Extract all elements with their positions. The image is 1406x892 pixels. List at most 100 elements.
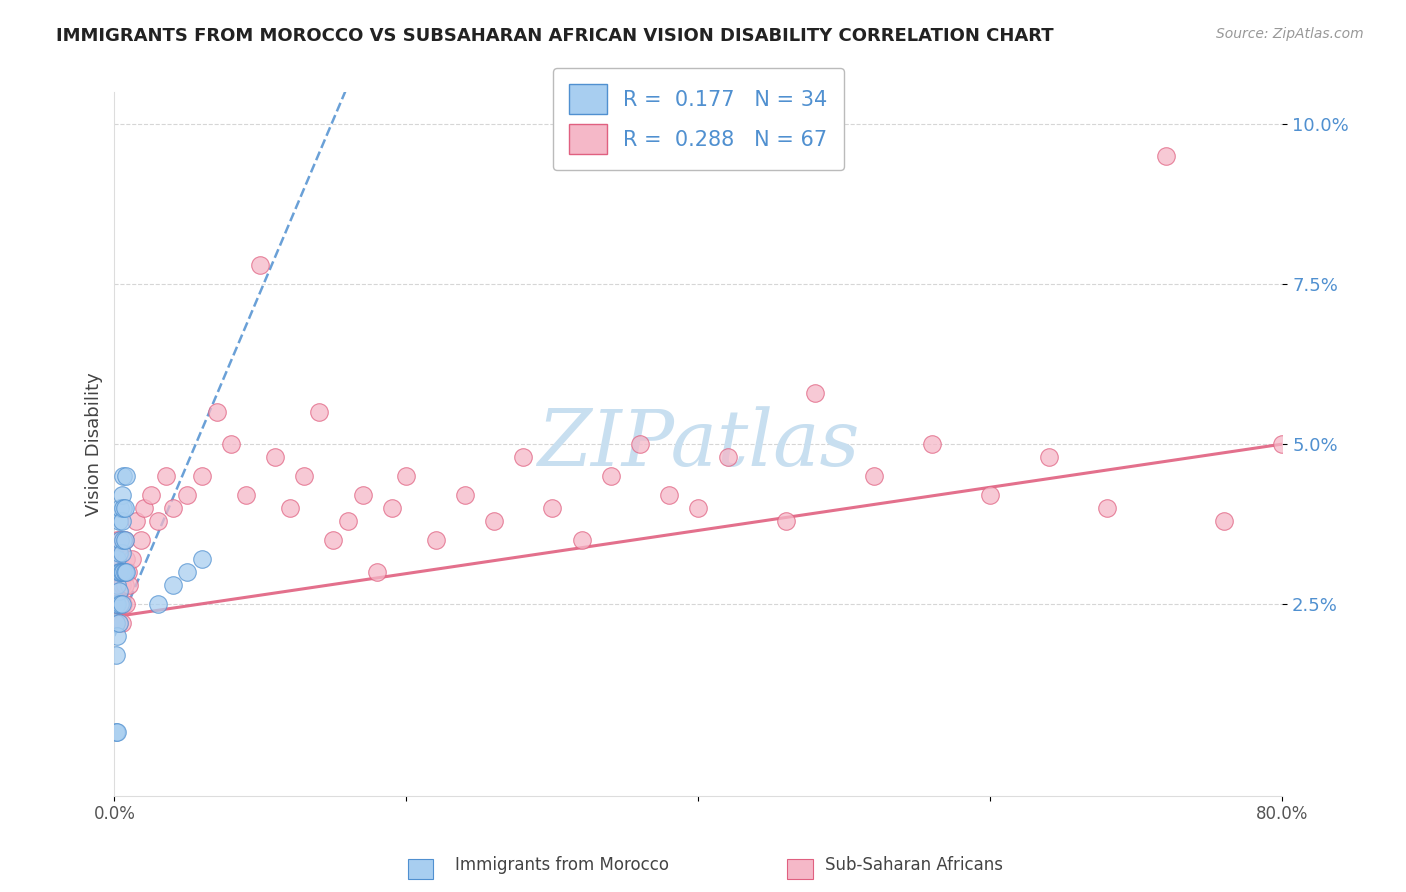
Point [979,488,1001,502]
Text: ZIPatlas: ZIPatlas [537,406,859,483]
Point [111,565,134,579]
Point [110,501,132,516]
Point [107,584,129,599]
Point [716,450,738,464]
Point [105,597,128,611]
Point [395,469,418,483]
Point [112,597,135,611]
Point [107,584,129,599]
Point [162,501,184,516]
Point [104,578,127,592]
Point [264,450,287,464]
Point [114,501,136,516]
Point [381,501,404,516]
Point [111,578,134,592]
Point [111,546,134,560]
Point [512,450,534,464]
Text: Immigrants from Morocco: Immigrants from Morocco [456,855,669,873]
Point [112,565,135,579]
Point [105,552,128,566]
Point [148,597,170,611]
Point [114,578,136,592]
Point [249,258,271,272]
Point [688,501,710,516]
Point [112,533,135,547]
Point [921,437,943,451]
Point [148,514,170,528]
Legend: R =  0.177   N = 34, R =  0.288   N = 67: R = 0.177 N = 34, R = 0.288 N = 67 [553,68,844,170]
Point [235,488,257,502]
Point [104,597,127,611]
Point [115,469,138,483]
Point [121,552,143,566]
Point [205,405,228,419]
Point [804,386,827,401]
Point [1038,450,1060,464]
Point [454,488,477,502]
Point [110,565,132,579]
Point [599,469,621,483]
Text: Source: ZipAtlas.com: Source: ZipAtlas.com [1216,27,1364,41]
Point [107,565,129,579]
Point [112,501,135,516]
Point [115,565,138,579]
Point [117,565,139,579]
Point [337,514,360,528]
Point [104,616,127,631]
Point [118,578,141,592]
Point [1213,514,1236,528]
Point [107,552,129,566]
Point [114,533,136,547]
Point [107,616,129,631]
Point [176,565,198,579]
Point [107,514,129,528]
Point [111,514,134,528]
Point [114,565,136,579]
Point [107,616,129,631]
Point [571,533,593,547]
Point [322,533,344,547]
Point [105,565,128,579]
Point [104,648,127,662]
Point [775,514,797,528]
Point [219,437,242,451]
Point [110,597,132,611]
Point [278,501,301,516]
Point [105,629,128,643]
Text: IMMIGRANTS FROM MOROCCO VS SUBSAHARAN AFRICAN VISION DISABILITY CORRELATION CHAR: IMMIGRANTS FROM MOROCCO VS SUBSAHARAN AF… [56,27,1054,45]
Point [105,597,128,611]
Point [139,488,162,502]
Point [191,552,214,566]
Point [541,501,564,516]
Point [105,724,128,739]
Point [292,469,315,483]
Point [1095,501,1118,516]
Point [1271,437,1294,451]
Point [482,514,505,528]
Point [132,501,155,516]
Point [104,597,127,611]
Point [425,533,447,547]
Point [155,469,177,483]
Point [129,533,152,547]
Point [110,565,132,579]
Point [111,546,134,560]
Y-axis label: Vision Disability: Vision Disability [86,372,103,516]
Point [658,488,681,502]
Point [352,488,374,502]
Point [1154,149,1177,163]
Point [110,533,132,547]
Point [110,597,132,611]
Point [628,437,651,451]
Point [105,578,128,592]
Text: Sub-Saharan Africans: Sub-Saharan Africans [825,855,1002,873]
Point [105,533,128,547]
Point [107,546,129,560]
Point [162,578,184,592]
Point [176,488,198,502]
Point [112,565,135,579]
Point [111,488,134,502]
Point [125,514,148,528]
Point [111,597,134,611]
Point [191,469,214,483]
